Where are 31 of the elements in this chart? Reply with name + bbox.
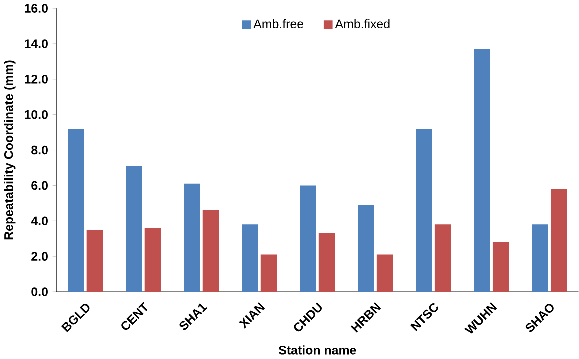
y-tick-label: 4.0 xyxy=(31,216,48,226)
bar xyxy=(144,228,162,292)
y-tick-label: 14.0 xyxy=(25,40,48,48)
bar xyxy=(416,129,432,292)
bar xyxy=(202,210,220,292)
bar xyxy=(492,242,510,292)
legend-label: Amb.free xyxy=(254,19,304,29)
x-axis-title: Station name xyxy=(278,346,356,355)
bar xyxy=(300,186,316,292)
y-axis-title: Repeatability Coordinate (mm) xyxy=(4,60,16,240)
bar xyxy=(318,234,336,292)
bar xyxy=(550,189,568,292)
bar xyxy=(86,230,104,292)
y-tick-label: 16.0 xyxy=(25,4,48,13)
y-tick-label: 8.0 xyxy=(32,146,48,155)
bar xyxy=(358,205,374,292)
bar xyxy=(242,224,258,292)
bar xyxy=(474,49,490,292)
bar xyxy=(126,166,142,292)
y-tick-label: 6.0 xyxy=(32,181,48,190)
bar xyxy=(434,224,452,292)
bar xyxy=(184,184,200,292)
bar xyxy=(376,254,394,292)
bar xyxy=(68,129,84,292)
legend-label: Amb.fixed xyxy=(335,19,390,29)
y-tick-label: 0.0 xyxy=(32,288,48,296)
bar xyxy=(260,254,278,292)
bar xyxy=(532,224,548,292)
y-tick-label: 2.0 xyxy=(32,252,48,261)
y-tick-label: 10.0 xyxy=(25,110,48,120)
y-tick-label: 12.0 xyxy=(25,75,48,84)
